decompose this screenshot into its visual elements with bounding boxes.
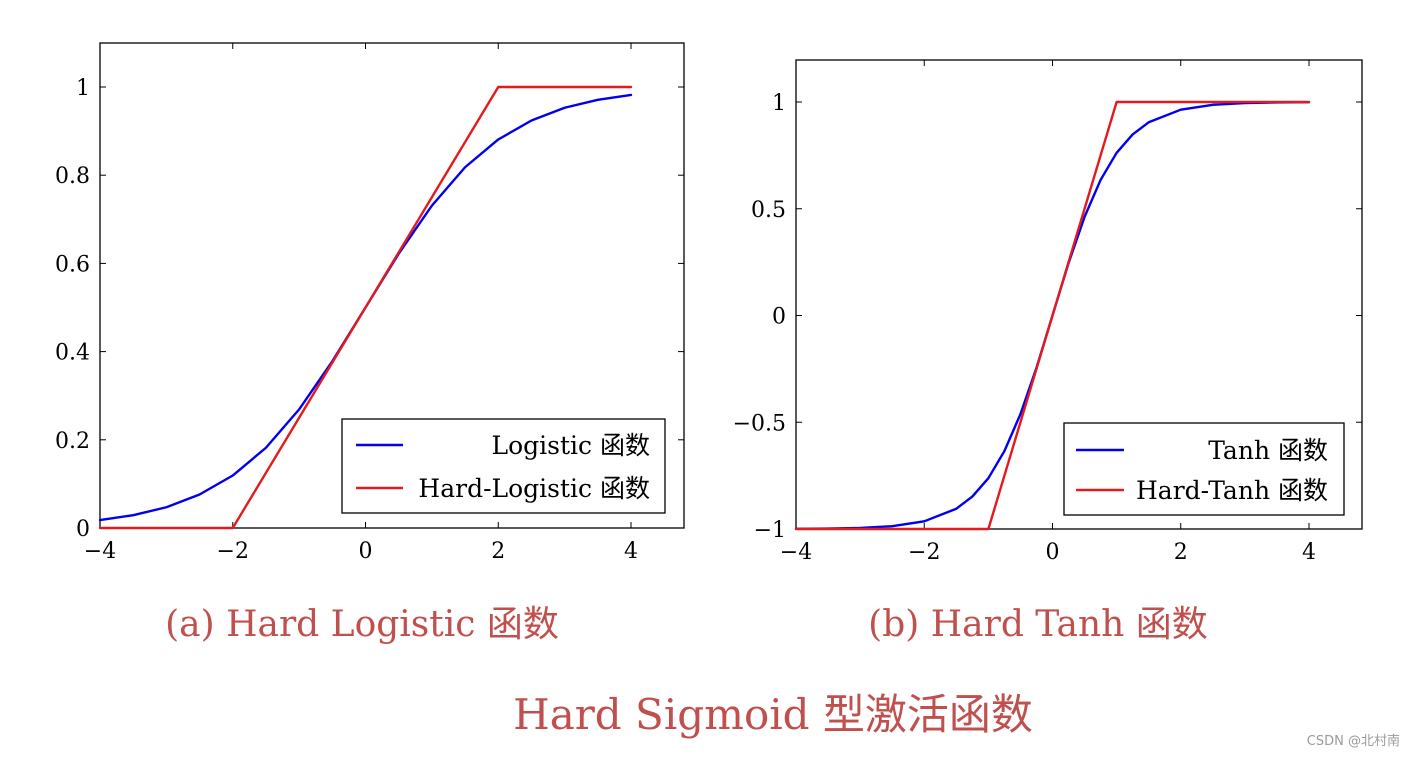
y-tick-label: 0.2: [55, 429, 90, 454]
caption-a: (a) Hard Logistic 函数: [165, 604, 559, 645]
x-tick-label: −4: [780, 540, 812, 565]
legend-label-logistic: Logistic 函数: [492, 431, 650, 460]
legend: Tanh 函数 Hard-Tanh 函数: [1063, 422, 1345, 516]
y-tick-label: 0: [772, 305, 786, 330]
x-tick-label: −2: [217, 539, 249, 564]
y-tick-label: 0: [76, 517, 90, 542]
x-tick-label: −2: [908, 540, 940, 565]
x-tick-label: 2: [491, 539, 505, 564]
legend-label-hard-logistic: Hard-Logistic 函数: [418, 474, 650, 503]
x-tick-label: 4: [624, 539, 638, 564]
chart-hard-tanh: −1 −0.5 0 0.5 1 −4 −2 0 2 4 Tanh 函数 Hard-Tanh 函数…: [733, 59, 1363, 645]
series-line-1: [794, 100, 1311, 531]
y-tick-label: −0.5: [733, 411, 786, 436]
x-tick-label: −4: [84, 539, 116, 564]
plot-frame: [99, 42, 685, 529]
legend-label-tanh: Tanh 函数: [1208, 436, 1328, 465]
watermark: CSDN @北村南: [1306, 734, 1400, 749]
legend: Logistic 函数 Hard-Logistic 函数: [341, 418, 666, 514]
legend-label-hard-tanh: Hard-Tanh 函数: [1136, 476, 1328, 505]
series-line-1: [98, 85, 633, 530]
legend-box: [341, 418, 666, 514]
y-tick-label: 1: [772, 91, 786, 116]
y-tick-label: 0.4: [55, 341, 90, 366]
legend-box: [1063, 422, 1345, 516]
y-tick-label: −1: [754, 518, 786, 543]
x-tick-label: 2: [1174, 540, 1188, 565]
x-tick-label: 0: [1046, 540, 1060, 565]
plot-frame: [795, 59, 1363, 530]
y-tick-label: 0.6: [55, 252, 90, 277]
x-tick-label: 0: [359, 539, 373, 564]
y-tick-label: 0.8: [55, 164, 90, 189]
caption-b: (b) Hard Tanh 函数: [868, 604, 1208, 645]
y-tick-label: 0.5: [751, 198, 786, 223]
y-tick-label: 1: [76, 76, 90, 101]
x-tick-label: 4: [1302, 540, 1316, 565]
chart-hard-logistic: 0 0.2 0.4 0.6 0.8 1 −4 −2 0 2 4 Logistic 函数 Hard-…: [55, 42, 685, 645]
figure-title: Hard Sigmoid 型激活函数: [513, 690, 1033, 739]
